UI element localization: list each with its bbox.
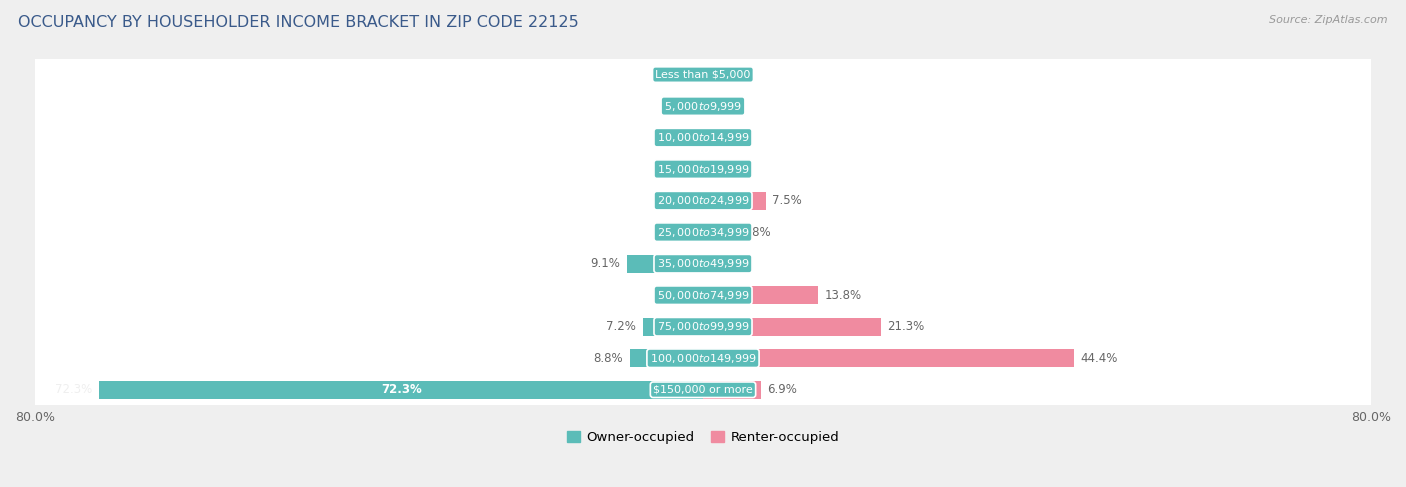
Text: $25,000 to $34,999: $25,000 to $34,999: [657, 225, 749, 239]
Text: OCCUPANCY BY HOUSEHOLDER INCOME BRACKET IN ZIP CODE 22125: OCCUPANCY BY HOUSEHOLDER INCOME BRACKET …: [18, 15, 579, 30]
Bar: [35, 91, 1371, 122]
Bar: [692, 286, 703, 304]
Bar: [703, 160, 714, 178]
Text: 0.0%: 0.0%: [710, 100, 740, 112]
Text: 1.3%: 1.3%: [720, 257, 751, 270]
Bar: [703, 286, 818, 304]
Text: $50,000 to $74,999: $50,000 to $74,999: [657, 289, 749, 301]
Bar: [703, 191, 766, 210]
Text: 21.3%: 21.3%: [887, 320, 925, 333]
Bar: [35, 248, 1371, 280]
Text: 1.3%: 1.3%: [720, 163, 751, 176]
Text: 8.8%: 8.8%: [593, 352, 623, 365]
Bar: [703, 223, 735, 241]
Bar: [35, 216, 1371, 248]
Bar: [703, 349, 1074, 367]
Legend: Owner-occupied, Renter-occupied: Owner-occupied, Renter-occupied: [567, 431, 839, 444]
Text: 1.3%: 1.3%: [655, 289, 686, 301]
Text: 0.0%: 0.0%: [666, 163, 696, 176]
Text: 13.8%: 13.8%: [825, 289, 862, 301]
Text: 0.0%: 0.0%: [710, 131, 740, 144]
Text: 0.0%: 0.0%: [666, 225, 696, 239]
Bar: [35, 122, 1371, 153]
Text: 6.9%: 6.9%: [768, 383, 797, 396]
Bar: [35, 59, 1371, 91]
Bar: [643, 318, 703, 336]
Bar: [703, 255, 714, 273]
Text: 7.5%: 7.5%: [772, 194, 801, 207]
Text: 9.1%: 9.1%: [591, 257, 620, 270]
Text: 72.3%: 72.3%: [55, 383, 93, 396]
Text: $150,000 or more: $150,000 or more: [654, 385, 752, 395]
Bar: [35, 311, 1371, 342]
Bar: [35, 342, 1371, 374]
Text: 44.4%: 44.4%: [1080, 352, 1118, 365]
Text: $20,000 to $24,999: $20,000 to $24,999: [657, 194, 749, 207]
Bar: [35, 153, 1371, 185]
Bar: [35, 374, 1371, 406]
Text: 3.8%: 3.8%: [741, 225, 770, 239]
Bar: [692, 129, 703, 147]
Text: 1.3%: 1.3%: [655, 131, 686, 144]
Bar: [35, 280, 1371, 311]
Text: $35,000 to $49,999: $35,000 to $49,999: [657, 257, 749, 270]
Text: $100,000 to $149,999: $100,000 to $149,999: [650, 352, 756, 365]
Text: $75,000 to $99,999: $75,000 to $99,999: [657, 320, 749, 333]
Bar: [703, 381, 761, 399]
Text: 0.0%: 0.0%: [666, 68, 696, 81]
Text: Less than $5,000: Less than $5,000: [655, 70, 751, 79]
Text: 0.0%: 0.0%: [710, 68, 740, 81]
Bar: [100, 381, 703, 399]
Text: 72.3%: 72.3%: [381, 383, 422, 396]
Text: $15,000 to $19,999: $15,000 to $19,999: [657, 163, 749, 176]
Bar: [630, 349, 703, 367]
Text: 0.0%: 0.0%: [666, 100, 696, 112]
Bar: [703, 318, 880, 336]
Bar: [35, 185, 1371, 216]
Text: $5,000 to $9,999: $5,000 to $9,999: [664, 100, 742, 112]
Text: Source: ZipAtlas.com: Source: ZipAtlas.com: [1270, 15, 1388, 25]
Text: 7.2%: 7.2%: [606, 320, 636, 333]
Text: $10,000 to $14,999: $10,000 to $14,999: [657, 131, 749, 144]
Bar: [627, 255, 703, 273]
Text: 0.0%: 0.0%: [666, 194, 696, 207]
